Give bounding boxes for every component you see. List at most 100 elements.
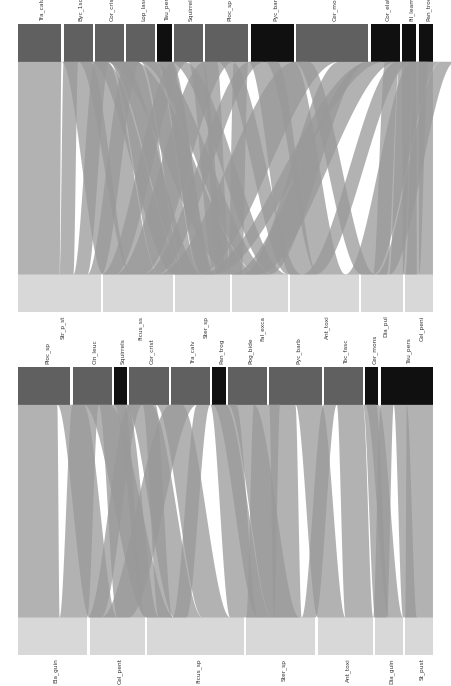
Bar bbox=[371, 24, 400, 62]
Text: Squirrels: Squirrels bbox=[188, 0, 193, 21]
Polygon shape bbox=[373, 62, 400, 274]
Bar bbox=[212, 367, 226, 405]
Polygon shape bbox=[60, 405, 99, 617]
Polygon shape bbox=[405, 405, 433, 617]
Text: Toc_fasc: Toc_fasc bbox=[344, 339, 349, 364]
Text: Byc_1sc: Byc_1sc bbox=[78, 0, 84, 21]
Polygon shape bbox=[90, 62, 189, 274]
Text: Pan_troc: Pan_troc bbox=[426, 0, 432, 21]
Polygon shape bbox=[156, 405, 230, 617]
Polygon shape bbox=[210, 405, 258, 617]
Bar bbox=[18, 617, 87, 655]
Text: Fil_leam: Fil_leam bbox=[409, 0, 415, 21]
Bar bbox=[157, 24, 171, 62]
Bar bbox=[228, 367, 267, 405]
Text: Cel_pent: Cel_pent bbox=[117, 659, 123, 685]
Polygon shape bbox=[87, 62, 140, 274]
Polygon shape bbox=[143, 405, 173, 617]
Text: Ploc_sp: Ploc_sp bbox=[226, 0, 232, 21]
Bar bbox=[405, 274, 433, 312]
Bar bbox=[205, 24, 249, 62]
Polygon shape bbox=[155, 62, 216, 274]
Text: Cer_mons: Cer_mons bbox=[332, 0, 338, 21]
Polygon shape bbox=[402, 62, 417, 274]
Polygon shape bbox=[83, 405, 175, 617]
Text: Pog_bide: Pog_bide bbox=[248, 337, 253, 364]
Text: Cor_crist: Cor_crist bbox=[149, 338, 155, 364]
Polygon shape bbox=[156, 62, 340, 274]
Bar bbox=[64, 24, 92, 62]
Text: Tra_calu: Tra_calu bbox=[40, 0, 46, 21]
Text: Ant_toxi: Ant_toxi bbox=[345, 659, 351, 683]
Polygon shape bbox=[242, 62, 368, 274]
Text: Dia_pul: Dia_pul bbox=[382, 316, 388, 338]
Polygon shape bbox=[230, 62, 397, 274]
Text: Tau_pers: Tau_pers bbox=[164, 0, 170, 21]
Bar bbox=[318, 617, 373, 655]
Text: Lop_lasc: Lop_lasc bbox=[140, 0, 146, 21]
Bar bbox=[324, 367, 363, 405]
Bar bbox=[129, 367, 169, 405]
Text: Squirrels: Squirrels bbox=[121, 338, 126, 364]
Polygon shape bbox=[337, 405, 373, 617]
Polygon shape bbox=[246, 405, 280, 617]
Polygon shape bbox=[302, 62, 412, 274]
Text: Ant_toxi: Ant_toxi bbox=[325, 316, 330, 340]
Bar bbox=[73, 367, 112, 405]
Polygon shape bbox=[202, 62, 230, 274]
Polygon shape bbox=[57, 405, 117, 617]
Text: Tau_pers: Tau_pers bbox=[407, 338, 413, 364]
Text: Ficus_sp: Ficus_sp bbox=[196, 659, 201, 683]
Polygon shape bbox=[217, 62, 302, 274]
Bar bbox=[174, 24, 202, 62]
Polygon shape bbox=[295, 405, 345, 617]
Bar bbox=[381, 367, 433, 405]
Bar bbox=[18, 24, 61, 62]
Polygon shape bbox=[363, 405, 389, 617]
Text: Cin_leuc: Cin_leuc bbox=[92, 339, 98, 364]
Polygon shape bbox=[87, 405, 143, 617]
Text: Ficus_ss: Ficus_ss bbox=[138, 316, 143, 340]
Bar bbox=[251, 24, 294, 62]
Polygon shape bbox=[99, 405, 145, 617]
Polygon shape bbox=[101, 62, 188, 274]
Bar bbox=[290, 274, 359, 312]
Bar bbox=[103, 274, 173, 312]
Bar bbox=[269, 367, 322, 405]
Polygon shape bbox=[169, 62, 288, 274]
Polygon shape bbox=[138, 62, 274, 274]
Polygon shape bbox=[212, 405, 272, 617]
Bar bbox=[147, 617, 244, 655]
Text: Str_p_st: Str_p_st bbox=[60, 316, 65, 339]
Bar bbox=[89, 617, 145, 655]
Polygon shape bbox=[125, 405, 202, 617]
Polygon shape bbox=[188, 62, 228, 274]
Polygon shape bbox=[345, 62, 441, 274]
Polygon shape bbox=[394, 405, 417, 617]
Polygon shape bbox=[389, 62, 414, 274]
Polygon shape bbox=[114, 405, 159, 617]
Text: Cer_mons: Cer_mons bbox=[372, 334, 377, 364]
Bar bbox=[365, 367, 378, 405]
Bar bbox=[405, 617, 433, 655]
Bar bbox=[171, 367, 210, 405]
Text: Pyc_barb: Pyc_barb bbox=[272, 0, 278, 21]
Polygon shape bbox=[375, 62, 451, 274]
Bar bbox=[402, 24, 416, 62]
Bar bbox=[18, 274, 101, 312]
Polygon shape bbox=[405, 62, 428, 274]
Polygon shape bbox=[109, 62, 186, 274]
Text: St_pust: St_pust bbox=[419, 659, 425, 681]
Bar bbox=[246, 617, 315, 655]
Polygon shape bbox=[198, 62, 385, 274]
Text: Cor_cris: Cor_cris bbox=[109, 0, 115, 21]
Polygon shape bbox=[78, 62, 159, 274]
Polygon shape bbox=[143, 62, 265, 274]
Polygon shape bbox=[18, 405, 60, 617]
Polygon shape bbox=[61, 62, 131, 274]
Bar bbox=[232, 274, 288, 312]
Text: Ster_sp: Ster_sp bbox=[202, 316, 208, 338]
Polygon shape bbox=[302, 405, 337, 617]
Bar bbox=[419, 24, 433, 62]
Polygon shape bbox=[228, 405, 299, 617]
